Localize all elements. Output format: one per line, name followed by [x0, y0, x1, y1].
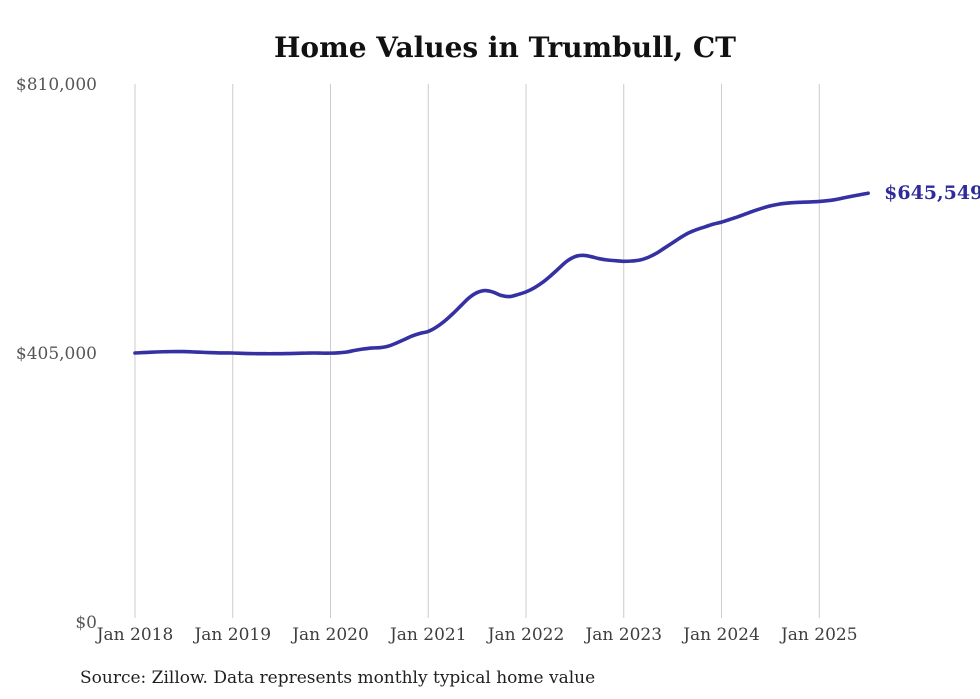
y-axis-label: $405,000: [16, 344, 97, 364]
x-axis-label: Jan 2023: [583, 625, 662, 645]
x-axis-label: Jan 2022: [486, 625, 565, 645]
x-axis-label: Jan 2021: [388, 625, 467, 645]
x-axis-label: Jan 2019: [192, 625, 271, 645]
value-line: [133, 191, 870, 356]
chart-title: Home Values in Trumbull, CT: [274, 31, 736, 64]
x-axis-label: Jan 2018: [95, 625, 174, 645]
y-axis-label: $810,000: [16, 75, 97, 95]
source-note: Source: Zillow. Data represents monthly …: [80, 668, 595, 688]
current-value-label: $645,549: [884, 182, 980, 204]
x-axis-label: Jan 2020: [290, 625, 369, 645]
x-axis-label: Jan 2024: [681, 625, 760, 645]
y-axis-label: $0: [75, 613, 97, 633]
y-axis-labels: $0 $405,000 $810,000: [16, 75, 97, 633]
x-axis-labels: Jan 2018 Jan 2019 Jan 2020 Jan 2021 Jan 2022…: [95, 625, 858, 645]
x-axis-label: Jan 2025: [779, 625, 858, 645]
gridlines: [134, 84, 820, 618]
